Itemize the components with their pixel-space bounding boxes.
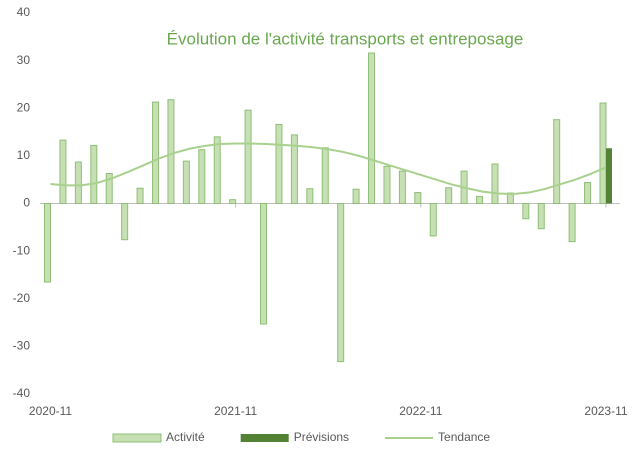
bar <box>429 203 437 237</box>
bar <box>275 123 283 204</box>
bar <box>306 188 314 205</box>
bar <box>44 203 51 283</box>
bar <box>605 148 612 204</box>
bar <box>414 192 422 204</box>
legend-label: Tendance <box>438 430 490 444</box>
x-tick-label: 2023-11 <box>584 404 627 418</box>
bar <box>584 182 592 204</box>
bar <box>352 188 360 204</box>
bar <box>337 203 345 363</box>
legend-swatch <box>112 433 162 443</box>
bar <box>229 199 237 205</box>
bar <box>198 149 206 204</box>
bar <box>167 99 175 204</box>
bar <box>74 161 82 205</box>
bar <box>105 172 113 204</box>
y-tick-label: 10 <box>17 148 31 162</box>
bar <box>398 170 406 205</box>
bar <box>522 203 530 220</box>
x-tick-label: 2022-11 <box>399 404 442 418</box>
legend-label: Activité <box>166 430 205 444</box>
bar <box>290 134 298 204</box>
y-tick-label: 40 <box>17 5 31 19</box>
legend-swatch <box>240 434 289 442</box>
legend-label: Prévisions <box>294 430 349 444</box>
bar <box>213 136 221 204</box>
bar <box>182 160 190 205</box>
y-tick-label: 30 <box>17 53 31 67</box>
bar <box>537 203 545 230</box>
bar <box>321 147 329 204</box>
y-tick-label: 20 <box>17 100 31 114</box>
bar <box>90 144 98 205</box>
bar <box>136 187 144 204</box>
x-tick-label: 2020-11 <box>29 404 72 418</box>
x-tick-label: 2021-11 <box>214 404 257 418</box>
bar <box>383 165 391 204</box>
bar <box>476 195 484 204</box>
y-tick-label: -40 <box>13 386 31 400</box>
chart-title: Évolution de l'activité transports et en… <box>167 29 524 48</box>
trend-line <box>50 142 607 195</box>
bar <box>599 102 607 204</box>
bar <box>445 187 453 205</box>
bar <box>568 203 576 243</box>
bar <box>121 203 129 241</box>
y-tick-label: -20 <box>13 291 31 305</box>
bar <box>59 139 67 205</box>
y-tick-label: -10 <box>13 243 31 257</box>
y-tick-label: -30 <box>13 339 31 353</box>
bar <box>553 119 561 204</box>
y-tick-label: 0 <box>23 196 30 210</box>
bar <box>368 52 376 204</box>
bar <box>260 203 268 325</box>
bar <box>491 163 499 205</box>
bar <box>244 109 252 204</box>
bar <box>152 101 160 204</box>
